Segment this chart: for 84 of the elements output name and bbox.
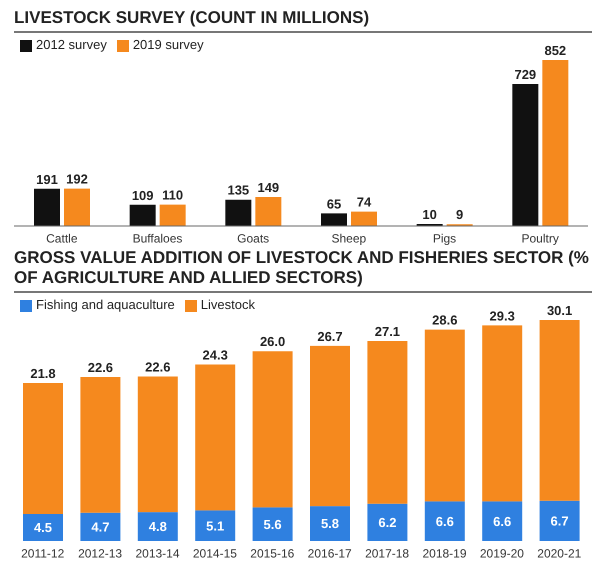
data-label: 29.3: [490, 308, 515, 324]
data-label: 6.2: [378, 515, 396, 530]
bar: [34, 188, 60, 226]
bar: [310, 346, 350, 506]
bar: [540, 500, 580, 541]
bar: [64, 188, 90, 226]
bar: [542, 60, 568, 226]
x-tick-label: Buffaloes: [132, 232, 182, 246]
bar: [225, 200, 252, 226]
x-tick-label: 2015-16: [250, 546, 295, 561]
data-label: 191: [36, 172, 58, 187]
data-label: 5.6: [264, 516, 282, 532]
legend-label: Livestock: [200, 297, 255, 312]
data-label: 5.1: [206, 518, 224, 534]
chart-title: LIVESTOCK SURVEY (COUNT IN MILLIONS): [14, 8, 592, 33]
bar: [23, 514, 63, 541]
bar: [482, 325, 522, 502]
x-tick-label: Sheep: [331, 232, 367, 246]
bar: [367, 341, 408, 504]
bar: [252, 351, 293, 508]
bar: [482, 501, 522, 541]
bar: [367, 504, 408, 541]
legend-label: 2019 survey: [132, 37, 204, 52]
bar: [540, 320, 580, 501]
x-tick-label: Poultry: [521, 232, 559, 246]
data-label: 192: [66, 172, 88, 187]
data-label: 24.3: [202, 347, 228, 362]
x-tick-label: 2013-14: [135, 546, 180, 561]
data-label: 22.6: [88, 360, 114, 376]
bar: [130, 204, 156, 226]
bar: [321, 213, 347, 226]
data-label: 26.7: [317, 328, 343, 344]
bar: [310, 506, 350, 541]
x-tick-label: 2018-19: [422, 546, 467, 561]
legend-label: 2012 survey: [36, 37, 107, 52]
bar: [160, 204, 186, 226]
bar: [351, 212, 377, 226]
data-label: 109: [132, 188, 154, 203]
data-label: 135: [227, 182, 250, 198]
data-label: 10: [422, 207, 437, 222]
data-label: 4.7: [91, 520, 110, 534]
x-tick-label: 2019-20: [480, 546, 524, 561]
data-label: 4.5: [34, 520, 52, 536]
data-label: 22.6: [145, 359, 170, 374]
x-tick-label: 2020-21: [537, 546, 582, 561]
x-tick-label: Goats: [237, 232, 270, 246]
bar: [424, 501, 465, 541]
data-label: 110: [162, 188, 184, 203]
x-tick-label: 2011-12: [21, 546, 65, 561]
data-label: 5.8: [320, 516, 340, 532]
bar: [255, 196, 282, 226]
data-label: 28.6: [432, 312, 458, 328]
bar: [80, 512, 120, 541]
bar: [512, 84, 538, 226]
data-label: 30.1: [546, 303, 572, 318]
data-label: 26.0: [260, 334, 286, 350]
x-tick-label: 2017-18: [365, 546, 410, 561]
data-label: 27.1: [374, 324, 400, 340]
chart-title: GROSS VALUE ADDITION OF LIVESTOCK AND FISHERIES SECTOR (% OF AGRICULTURE AND ALLIED SECTORS): [14, 248, 592, 293]
data-label: 729: [514, 66, 536, 82]
bar: [195, 510, 236, 541]
bar: [252, 507, 293, 541]
data-label: 149: [257, 180, 280, 195]
data-label: 6.7: [550, 513, 569, 528]
data-label: 21.8: [30, 366, 56, 382]
data-label: 6.6: [436, 514, 454, 529]
data-label: 6.6: [493, 514, 512, 529]
data-label: 9: [456, 207, 464, 222]
bar: [138, 376, 178, 512]
data-label: 4.8: [148, 519, 167, 534]
data-label: 65: [326, 196, 342, 212]
bar: [80, 377, 120, 513]
data-label: 852: [544, 43, 566, 58]
x-tick-label: Cattle: [46, 232, 78, 246]
x-tick-label: 2016-17: [308, 546, 352, 561]
x-tick-label: 2014-15: [192, 546, 238, 561]
x-tick-label: 2012-13: [78, 546, 122, 561]
legend-label: Fishing and aquaculture: [36, 297, 175, 312]
bar: [138, 512, 178, 541]
data-label: 74: [356, 194, 372, 210]
x-tick-label: Pigs: [432, 232, 456, 246]
bar: [424, 330, 465, 502]
bar: [195, 364, 236, 510]
bar: [23, 383, 63, 514]
